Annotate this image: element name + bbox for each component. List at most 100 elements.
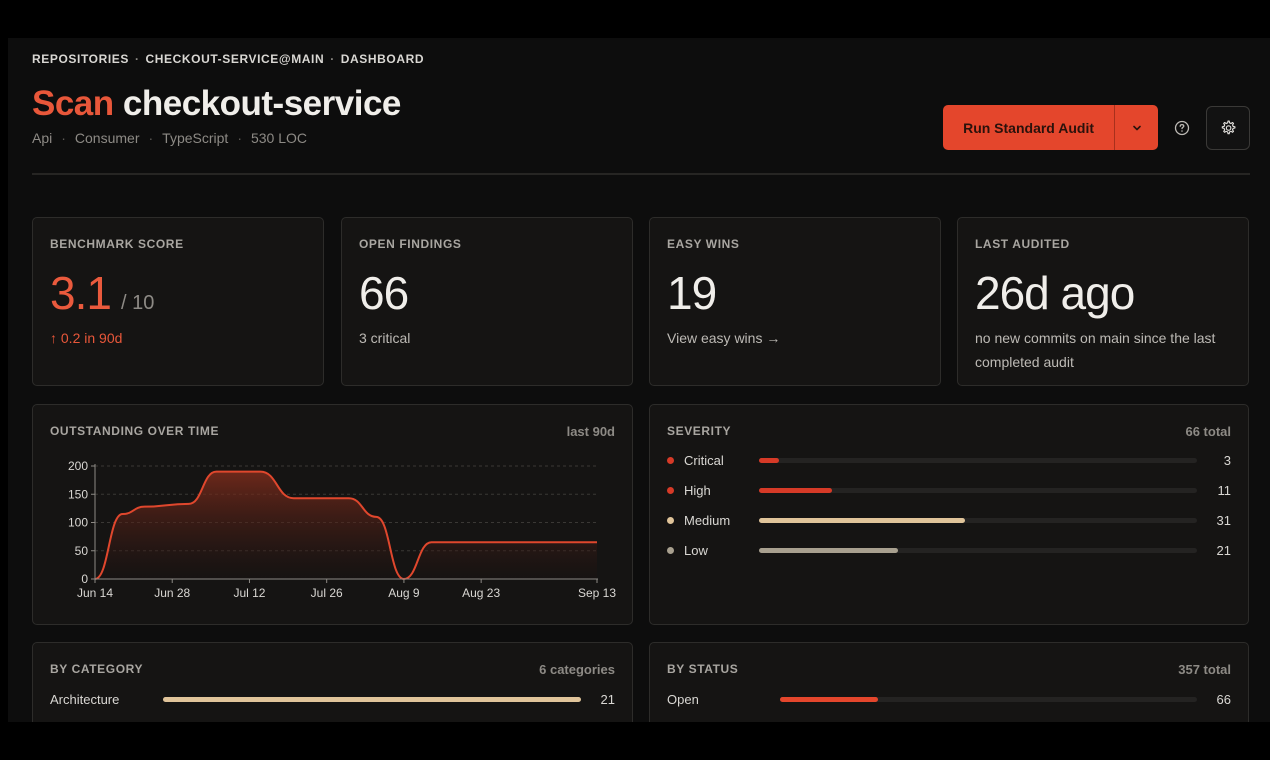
severity-row-track <box>759 517 1197 523</box>
severity-row[interactable]: Low 21 <box>667 540 1231 560</box>
severity-row-label: High <box>684 482 711 498</box>
meta-separator: · <box>148 130 154 146</box>
by-status-total: 357 total <box>1178 662 1231 677</box>
outstanding-chart: 0 50 100 150 200 Jun 14 Jun 28 Jul 12 Jul 26 Aug … <box>68 459 616 600</box>
chart-y-tick-label: 50 <box>75 544 89 558</box>
breadcrumb-separator: · <box>134 52 140 66</box>
page-title-repo: checkout-service <box>122 84 401 123</box>
easy-wins-value: 19 <box>667 267 717 319</box>
benchmark-score-value: 3.1 <box>50 267 112 319</box>
breadcrumb-repo[interactable]: CHECKOUT-SERVICE@MAIN <box>145 52 325 66</box>
severity-row[interactable]: Medium 31 <box>667 510 1231 530</box>
severity-row-label: Critical <box>684 452 724 468</box>
chart-area-fill <box>95 471 597 579</box>
chart-x-tick-label: Jul 26 <box>311 586 343 600</box>
benchmark-score-trend: ↑ 0.2 in 90d <box>50 330 123 346</box>
severity-row-bar <box>759 517 965 523</box>
last-audited-value: 26d ago <box>975 267 1135 319</box>
repo-meta: Api · Consumer · TypeScript · 530 LOC <box>32 130 307 146</box>
severity-row-track <box>759 457 1197 463</box>
severity-row-track <box>759 487 1197 493</box>
help-icon <box>1174 120 1190 135</box>
chart-series-line <box>94 470 597 581</box>
chart-x-tick-label: Jul 12 <box>233 586 265 600</box>
outstanding-chart-title: OUTSTANDING OVER TIME <box>50 424 220 438</box>
gear-icon <box>1221 120 1236 134</box>
chart-y-tick-label: 200 <box>68 459 88 473</box>
benchmark-score-value-wrap: 3.1 / 10 <box>50 266 154 330</box>
status-row-label: Open <box>667 691 699 707</box>
by-category-total: 6 categories <box>539 662 615 677</box>
dashboard-window: REPOSITORIES · CHECKOUT-SERVICE@MAIN · D… <box>8 38 1270 722</box>
status-row-bar <box>780 696 878 702</box>
severity-dot-icon <box>667 486 674 494</box>
severity-row[interactable]: Critical 3 <box>667 450 1231 470</box>
chart-x-tick-label: Aug 9 <box>388 586 420 600</box>
by-status-title: BY STATUS <box>667 662 739 676</box>
chart-y-tick-label: 150 <box>68 487 88 501</box>
settings-button[interactable] <box>1206 105 1250 150</box>
status-row-count: 66 <box>1216 691 1231 707</box>
breadcrumb: REPOSITORIES · CHECKOUT-SERVICE@MAIN · D… <box>32 52 424 66</box>
page-title-accent: Scan <box>32 84 114 123</box>
severity-row-count: 21 <box>1216 542 1231 558</box>
by-category-title: BY CATEGORY <box>50 662 144 676</box>
by-category-card: BY CATEGORY 6 categories Architecture 21 <box>32 642 633 722</box>
meta-language: TypeScript <box>162 130 229 146</box>
by-status-card: BY STATUS 357 total Open 66 <box>649 642 1249 722</box>
severity-row-track <box>759 547 1197 553</box>
category-row-bar <box>163 696 581 702</box>
letterbox-top <box>0 0 1270 38</box>
run-audit-split-button: Run Standard Audit <box>943 105 1158 150</box>
severity-row[interactable]: High 11 <box>667 480 1231 500</box>
severity-dot-icon <box>667 546 674 554</box>
severity-total: 66 total <box>1185 424 1231 439</box>
meta-loc: 530 LOC <box>250 130 308 146</box>
meta-role: Consumer <box>74 130 140 146</box>
outstanding-chart-range[interactable]: last 90d <box>566 424 615 439</box>
last-audited-note: no new commits on main since the last co… <box>975 330 1216 370</box>
severity-row-count: 31 <box>1216 512 1231 528</box>
view-easy-wins-link[interactable]: View easy wins → <box>667 330 781 346</box>
severity-dot-icon <box>667 516 674 524</box>
open-findings-critical: 3 critical <box>359 330 411 346</box>
status-row-track <box>780 696 1197 702</box>
breadcrumb-separator: · <box>330 52 335 66</box>
open-findings-value: 66 <box>359 267 409 319</box>
severity-card: SEVERITY 66 total Critical 3 High 11 Medium 3… <box>649 404 1249 625</box>
severity-dot-icon <box>667 456 674 464</box>
severity-row-count: 3 <box>1223 452 1231 468</box>
header-divider <box>32 173 1250 175</box>
category-row-track <box>163 696 581 702</box>
page-title: Scan checkout-service <box>32 82 401 126</box>
last-audited-card: LAST AUDITED 26d ago no new commits on m… <box>957 217 1249 386</box>
letterbox-bottom <box>0 722 1270 760</box>
category-row[interactable]: Architecture 21 <box>50 689 615 709</box>
easy-wins-card: EASY WINS 19 View easy wins → <box>649 217 941 386</box>
benchmark-score-card: BENCHMARK SCORE 3.1 / 10 ↑ 0.2 in 90d <box>32 217 324 386</box>
chevron-down-icon <box>1132 125 1141 130</box>
severity-row-bar <box>759 547 899 553</box>
severity-row-bar <box>759 487 833 493</box>
severity-row-count: 11 <box>1217 482 1232 498</box>
severity-title: SEVERITY <box>667 424 732 438</box>
breadcrumb-dashboard: DASHBOARD <box>340 52 425 66</box>
severity-row-label: Low <box>684 542 708 558</box>
chart-y-tick-label: 0 <box>81 572 88 586</box>
meta-separator: · <box>61 130 66 146</box>
open-findings-card: OPEN FINDINGS 66 3 critical <box>341 217 633 386</box>
breadcrumb-repositories[interactable]: REPOSITORIES <box>32 52 130 66</box>
chart-x-tick-label: Jun 28 <box>154 586 190 600</box>
status-row[interactable]: Open 66 <box>667 689 1231 709</box>
help-button[interactable] <box>1168 114 1196 142</box>
chart-x-tick-label: Aug 23 <box>462 586 500 600</box>
run-audit-dropdown-button[interactable] <box>1114 105 1158 150</box>
open-findings-label: OPEN FINDINGS <box>359 237 462 251</box>
severity-row-bar <box>759 457 779 463</box>
meta-separator: · <box>237 130 242 146</box>
severity-row-label: Medium <box>684 512 731 528</box>
chart-x-tick-label: Jun 14 <box>77 586 113 600</box>
easy-wins-label: EASY WINS <box>667 237 740 251</box>
chart-y-tick-label: 100 <box>68 516 88 530</box>
run-audit-button[interactable]: Run Standard Audit <box>963 119 1094 136</box>
